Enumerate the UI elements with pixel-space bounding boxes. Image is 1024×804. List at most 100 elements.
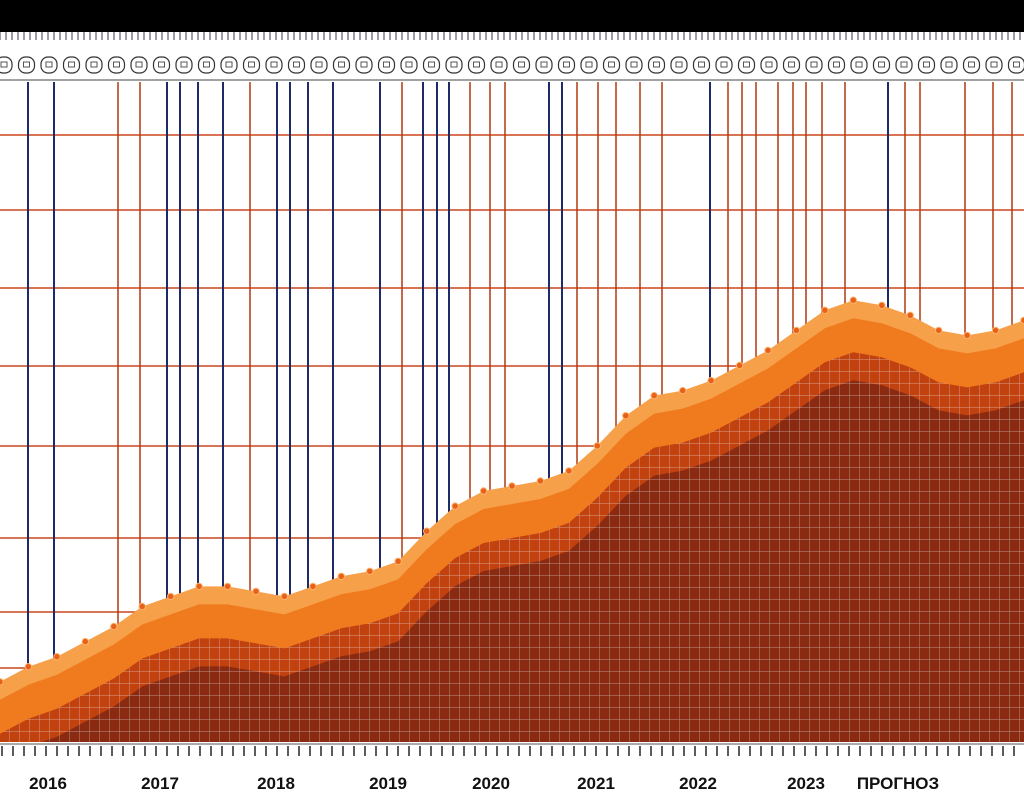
top-marker-glyph — [968, 61, 975, 68]
top-marker — [692, 56, 711, 74]
top-marker — [805, 56, 823, 74]
top-marker — [782, 56, 801, 74]
area-series — [0, 296, 1024, 762]
top-marker-glyph — [675, 61, 683, 68]
top-marker-glyph — [540, 61, 548, 68]
data-point — [963, 331, 971, 340]
top-marker — [872, 56, 891, 74]
top-marker — [220, 56, 238, 74]
top-marker-glyph — [563, 61, 570, 68]
top-marker-glyph — [158, 61, 165, 68]
data-point — [110, 622, 118, 631]
top-marker — [332, 56, 351, 74]
data-point — [223, 582, 232, 591]
data-point — [81, 637, 90, 646]
top-marker — [962, 56, 981, 74]
top-marker-glyph — [45, 61, 53, 68]
top-marker-glyph — [855, 61, 863, 68]
top-marker — [265, 56, 283, 74]
data-point — [280, 592, 289, 601]
top-marker — [130, 56, 148, 74]
x-tick-label: 2019 — [369, 774, 407, 793]
top-marker-glyph — [923, 61, 930, 68]
top-marker-glyph — [630, 61, 638, 68]
top-marker-glyph — [23, 61, 30, 68]
top-marker — [175, 56, 193, 74]
top-marker — [715, 56, 733, 74]
top-bar — [0, 0, 1024, 32]
data-point — [394, 557, 402, 565]
top-marker-glyph — [405, 61, 413, 68]
data-point — [792, 326, 801, 335]
top-marker — [400, 56, 418, 74]
data-point — [679, 386, 687, 395]
top-marker-glyph — [68, 61, 75, 68]
top-marker-glyph — [270, 61, 278, 68]
top-marker — [152, 56, 171, 74]
top-marker — [287, 56, 306, 74]
top-marker — [422, 56, 441, 74]
top-marker-glyph — [833, 61, 840, 68]
top-marker — [467, 56, 486, 74]
top-marker-glyph — [945, 61, 953, 68]
data-point — [735, 361, 744, 370]
top-marker-glyph — [248, 61, 255, 68]
top-marker — [625, 56, 643, 74]
data-point — [423, 527, 431, 535]
top-marker-glyph — [878, 61, 885, 68]
data-point — [906, 311, 914, 319]
top-marker — [760, 56, 778, 74]
data-point — [878, 301, 886, 309]
x-tick-label: ПРОГНОЗ — [857, 774, 939, 793]
top-marker-glyph — [360, 61, 368, 68]
area-mesh — [0, 352, 1024, 742]
top-marker-glyph — [450, 61, 458, 68]
data-point — [337, 572, 345, 580]
top-marker-glyph — [135, 61, 143, 68]
top-marker-glyph — [810, 61, 818, 68]
top-marker-glyph — [315, 61, 323, 68]
top-marker-glyph — [743, 61, 750, 68]
top-marker-glyph — [608, 61, 615, 68]
top-marker — [1007, 56, 1024, 74]
x-axis-labels: 2016 2017 2018 2019 2020 2021 2022 2023 ПРОГНОЗ — [29, 774, 939, 793]
bottom-strip-bg — [0, 742, 1024, 764]
top-marker — [85, 56, 103, 74]
top-marker-glyph — [1013, 61, 1020, 68]
data-point — [366, 567, 374, 575]
top-marker-glyph — [113, 61, 120, 68]
data-point — [309, 582, 317, 591]
top-marker — [490, 56, 508, 74]
top-marker — [377, 56, 396, 74]
data-point — [53, 653, 61, 661]
top-marker-glyph — [653, 61, 660, 68]
top-marker-glyph — [383, 61, 390, 68]
x-tick-label: 2020 — [472, 774, 510, 793]
top-marker — [107, 56, 126, 74]
data-point — [650, 391, 658, 400]
data-point — [849, 296, 857, 304]
top-marker — [355, 56, 373, 74]
top-marker-glyph — [473, 61, 480, 68]
data-point — [622, 412, 630, 420]
data-point — [707, 376, 715, 385]
top-marker — [197, 56, 216, 74]
top-marker — [40, 56, 58, 74]
x-tick-label: 2023 — [787, 774, 825, 793]
data-point — [764, 346, 772, 355]
top-marker-glyph — [428, 61, 435, 68]
top-marker-glyph — [698, 61, 705, 68]
data-point — [252, 587, 260, 596]
top-marker — [647, 56, 666, 74]
top-marker — [445, 56, 463, 74]
top-marker-glyph — [990, 61, 998, 68]
data-point — [451, 502, 459, 510]
top-marker-glyph — [585, 61, 593, 68]
top-marker — [827, 56, 846, 74]
top-marker-glyph — [765, 61, 773, 68]
top-marker-glyph — [225, 61, 233, 68]
data-point — [593, 442, 601, 450]
top-marker — [310, 56, 328, 74]
top-marker — [917, 56, 936, 74]
